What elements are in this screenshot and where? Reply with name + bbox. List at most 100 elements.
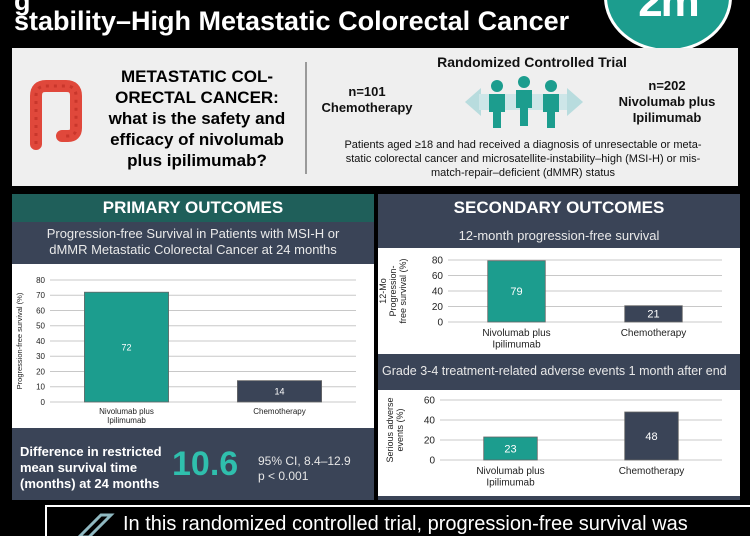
y-tick-label: 30: [36, 352, 45, 361]
y-tick-label: 20: [432, 302, 444, 313]
x-tick-label: Nivolumab plus Ipilimumab: [482, 328, 550, 351]
p-value: p < 0.001: [258, 469, 351, 484]
y-axis-label-line: Serious adverse: [385, 397, 395, 462]
primary-chart: 0 10 20 30 40 50 60 70 80 Progression-free surviv…: [12, 264, 374, 428]
secondary-chart2-box: 0 20 40 60 Serious adverseevents (%) 23 Nivolu…: [378, 390, 740, 496]
subtitle-line: dMMR Metastatic Colorectal Cancer at 24 …: [12, 242, 374, 258]
primary-chart-title: Progression-free Survival in Patients wi…: [12, 226, 374, 258]
y-tick-label: 40: [36, 337, 45, 346]
primary-header: PRIMARY OUTCOMES: [12, 194, 374, 222]
conclusion-text: In this randomized controlled trial, pro…: [123, 513, 688, 536]
x-tick-label-line: Ipilimumab: [492, 340, 541, 351]
y-axis-label-line: Progression-free survival (%): [15, 292, 24, 389]
bar-value-label: 21: [647, 309, 659, 321]
difference-label: Difference in restricted mean survival t…: [20, 444, 180, 492]
bar-value-label: 14: [274, 386, 284, 396]
x-tick-label-line: Ipilimumab: [486, 478, 535, 489]
x-tick-label: Nivolumab plus Ipilimumab: [476, 466, 544, 489]
eligibility-line: static colorectal cancer and microsatell…: [317, 152, 729, 166]
question-line: plus ipilimumab?: [97, 150, 297, 171]
intro-panel: METASTATIC COL- ORECTAL CANCER: what is …: [12, 48, 738, 186]
y-axis-label: 12-MoProgression-free survival (%): [378, 258, 408, 323]
eligibility-line: match-repair–deficient (dMMR) status: [317, 166, 729, 180]
bar-value-label: 23: [504, 443, 516, 455]
x-tick-label-line: Chemotherapy: [619, 466, 685, 477]
colon-icon: [22, 74, 86, 154]
secondary-outcomes-panel: SECONDARY OUTCOMES 12-month progression-…: [378, 194, 740, 500]
x-tick-label: Nivolumab plus Ipilimumab: [99, 407, 154, 425]
arm1-n: n=101: [312, 84, 422, 100]
primary-chart-box: 0 10 20 30 40 50 60 70 80 Progression-free surviv…: [12, 264, 374, 428]
y-tick-label: 40: [424, 416, 436, 427]
secondary-chart2-title: Grade 3-4 treatment-related adverse even…: [378, 364, 750, 378]
x-tick-label-line: Nivolumab plus: [476, 466, 544, 477]
y-tick-label: 40: [432, 287, 444, 298]
diff-label-line: (months) at 24 months: [20, 476, 180, 492]
y-tick-label: 0: [437, 318, 443, 329]
secondary-header: SECONDARY OUTCOMES: [378, 194, 740, 222]
confidence-interval: 95% CI, 8.4–12.9 p < 0.001: [258, 454, 351, 484]
x-tick-label: Chemotherapy: [619, 466, 685, 477]
eligibility-text: Patients aged ≥18 and had received a dia…: [317, 138, 729, 180]
bar-value-label: 72: [121, 342, 131, 352]
nivolumab-arm: n=202 Nivolumab plus Ipilimumab: [602, 78, 732, 126]
chemotherapy-arm: n=101 Chemotherapy: [312, 84, 422, 116]
y-tick-label: 0: [41, 398, 46, 407]
y-tick-label: 60: [432, 271, 444, 282]
y-tick-label: 20: [424, 436, 436, 447]
secondary-chart1-box: 0 20 40 60 80 12-MoProgression-free survival …: [378, 248, 740, 354]
pencil-icon: [75, 511, 115, 536]
y-axis-label-line: Progression-: [388, 265, 398, 316]
y-tick-label: 60: [424, 396, 436, 407]
secondary-chart1: 0 20 40 60 80 12-MoProgression-free survival …: [378, 248, 740, 354]
question-line: METASTATIC COL-: [97, 66, 297, 87]
primary-outcomes-panel: PRIMARY OUTCOMES Progression-free Surviv…: [12, 194, 374, 500]
arm2-n: n=202: [602, 78, 732, 94]
y-axis-label-line: free survival (%): [398, 258, 408, 323]
conclusion-panel: In this randomized controlled trial, pro…: [45, 505, 750, 536]
y-tick-label: 80: [432, 256, 444, 267]
x-tick-label-line: Nivolumab plus: [99, 407, 154, 416]
question-line: efficacy of nivolumab: [97, 129, 297, 150]
arm1-name: Chemotherapy: [312, 100, 422, 116]
arm2-name: Nivolumab plus: [602, 94, 732, 110]
x-tick-label-line: Ipilimumab: [107, 416, 146, 425]
x-tick-label-line: Nivolumab plus: [482, 328, 550, 339]
y-tick-label: 60: [36, 306, 45, 315]
eligibility-line: Patients aged ≥18 and had received a dia…: [317, 138, 729, 152]
diff-label-line: mean survival time: [20, 460, 180, 476]
title-line2: stability–High Metastatic Colorectal Can…: [14, 6, 569, 37]
y-tick-label: 50: [36, 322, 45, 331]
x-tick-label: Chemotherapy: [621, 328, 687, 339]
logo-text: 2m: [607, 0, 729, 27]
diff-label-line: Difference in restricted: [20, 444, 180, 460]
difference-value: 10.6: [172, 444, 238, 484]
arm2-name: Ipilimumab: [602, 110, 732, 126]
y-tick-label: 80: [36, 276, 45, 285]
y-tick-label: 10: [36, 383, 45, 392]
intro-divider: [305, 62, 307, 174]
x-tick-label: Chemotherapy: [253, 407, 305, 416]
y-axis-label-line: 12-Mo: [378, 278, 388, 304]
ci-text: 95% CI, 8.4–12.9: [258, 454, 351, 469]
trial-title: Randomized Controlled Trial: [342, 54, 722, 70]
subtitle-line: Progression-free Survival in Patients wi…: [12, 226, 374, 242]
question-line: ORECTAL CANCER:: [97, 87, 297, 108]
secondary-chart1-title: 12-month progression-free survival: [378, 228, 740, 243]
y-tick-label: 0: [429, 456, 435, 467]
x-tick-label-line: Chemotherapy: [253, 407, 305, 416]
study-question: METASTATIC COL- ORECTAL CANCER: what is …: [97, 66, 297, 171]
people-icon: [459, 72, 589, 132]
bar-value-label: 48: [645, 431, 657, 443]
y-tick-label: 70: [36, 291, 45, 300]
question-line: what is the safety and: [97, 108, 297, 129]
y-tick-label: 20: [36, 367, 45, 376]
bar-value-label: 79: [510, 286, 522, 298]
x-tick-label-line: Chemotherapy: [621, 328, 687, 339]
secondary-chart2: 0 20 40 60 Serious adverseevents (%) 23 Nivolu…: [378, 390, 740, 496]
y-axis-label-line: events (%): [395, 408, 405, 451]
journal-logo: 2m: [604, 0, 732, 48]
y-axis-label: Progression-free survival (%): [15, 292, 24, 389]
header: g stability–High Metastatic Colorectal C…: [0, 0, 750, 48]
y-axis-label: Serious adverseevents (%): [385, 397, 405, 462]
